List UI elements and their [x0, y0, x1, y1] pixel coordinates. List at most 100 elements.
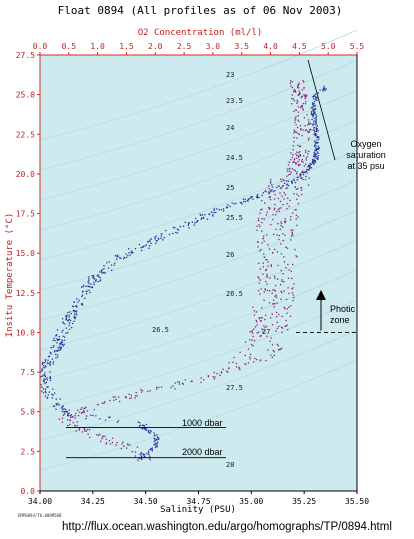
oxygen-point [67, 424, 69, 427]
oxygen-point [274, 203, 276, 206]
salinity-point [151, 450, 153, 452]
salinity-point [271, 186, 274, 188]
salinity-point [145, 244, 148, 246]
oxygen-point [86, 428, 89, 431]
oxygen-point [295, 163, 297, 165]
oxygen-point [274, 277, 276, 279]
oxygen-point [247, 348, 250, 350]
oxygen-point [300, 129, 302, 131]
salinity-point [314, 123, 316, 126]
salinity-point [315, 128, 318, 130]
density-label: 25.5 [226, 214, 243, 222]
oxygen-point [288, 174, 290, 176]
density-contour [39, 299, 358, 411]
salinity-point [312, 113, 314, 115]
salinity-point [87, 281, 89, 283]
salinity-point [314, 111, 316, 113]
salinity-point [117, 255, 119, 257]
oxygen-point [296, 171, 298, 173]
salinity-point [258, 196, 260, 199]
oxygen-point [284, 194, 287, 196]
salinity-point [123, 256, 125, 259]
oxygen-point [297, 164, 300, 166]
salinity-point [252, 198, 254, 200]
salinity-point [313, 152, 315, 154]
oxygen-point [277, 197, 280, 200]
oxygen-point [80, 408, 82, 410]
oxygen-point [297, 188, 299, 190]
oxygen-point [279, 284, 282, 286]
salinity-point [139, 422, 141, 424]
salinity-point [43, 367, 45, 369]
salinity-point [138, 425, 141, 427]
salinity-point [91, 274, 93, 277]
oxygen-point [304, 95, 306, 97]
oxygen-point [270, 182, 272, 184]
oxygen-point [295, 131, 297, 133]
salinity-point [59, 398, 61, 400]
oxygen-point [109, 443, 112, 445]
salinity-point [315, 135, 317, 137]
salinity-point [64, 336, 66, 338]
salinity-point [99, 280, 101, 282]
salinity-point [150, 238, 152, 240]
salinity-point [158, 238, 160, 240]
salinity-point [52, 339, 54, 341]
oxygen-point [269, 290, 271, 292]
salinity-point [46, 386, 48, 388]
salinity-point [97, 275, 99, 277]
oxygen-point [292, 294, 294, 296]
oxygen-point [256, 229, 258, 231]
salinity-point [57, 349, 59, 351]
salinity-point [153, 437, 155, 439]
salinity-point [148, 247, 150, 249]
oxygen-point [273, 275, 276, 277]
oxygen-point [283, 290, 285, 292]
oxygen-point [258, 317, 260, 319]
oxygen-point [283, 179, 285, 182]
oxygen-point [245, 363, 247, 366]
oxygen-point [83, 411, 85, 414]
oxygen-point [270, 223, 272, 226]
oxygen-point [266, 259, 268, 261]
oxygen-point [295, 188, 297, 190]
salinity-point [57, 339, 59, 341]
oxygen-point [120, 448, 123, 450]
oxygen-point [263, 235, 265, 237]
salinity-point [75, 305, 77, 307]
oxygen-point [290, 172, 292, 174]
oxygen-point [289, 173, 291, 175]
salinity-point [310, 107, 312, 109]
salinity-point [139, 424, 142, 426]
salinity-point [208, 213, 210, 216]
density-contour [39, 119, 358, 231]
salinity-point [74, 310, 77, 312]
salinity-point [150, 448, 152, 450]
salinity-point [291, 180, 293, 182]
salinity-point [313, 161, 315, 163]
oxygen-point [269, 207, 271, 209]
salinity-point [68, 412, 70, 414]
salinity-point [56, 329, 59, 331]
oxygen-point [292, 287, 294, 289]
salinity-point [128, 252, 130, 254]
salinity-point [316, 130, 318, 132]
salinity-point [139, 453, 141, 456]
salinity-point [42, 392, 45, 394]
salinity-point [89, 291, 91, 294]
oxygen-point [308, 150, 310, 152]
salinity-point [96, 274, 98, 277]
oxygen-point [276, 234, 278, 236]
salinity-point [213, 211, 215, 214]
oxygen-point [269, 340, 271, 342]
salinity-point [316, 136, 319, 139]
salinity-point [56, 354, 59, 356]
salinity-point [176, 232, 179, 234]
oxygen-point [292, 149, 294, 151]
oxygen-point [308, 137, 310, 139]
oxygen-point [302, 170, 304, 172]
salinity-point [74, 313, 76, 315]
oxygen-point [307, 119, 310, 121]
oxygen-point [292, 145, 294, 147]
oxygen-point [257, 246, 259, 248]
